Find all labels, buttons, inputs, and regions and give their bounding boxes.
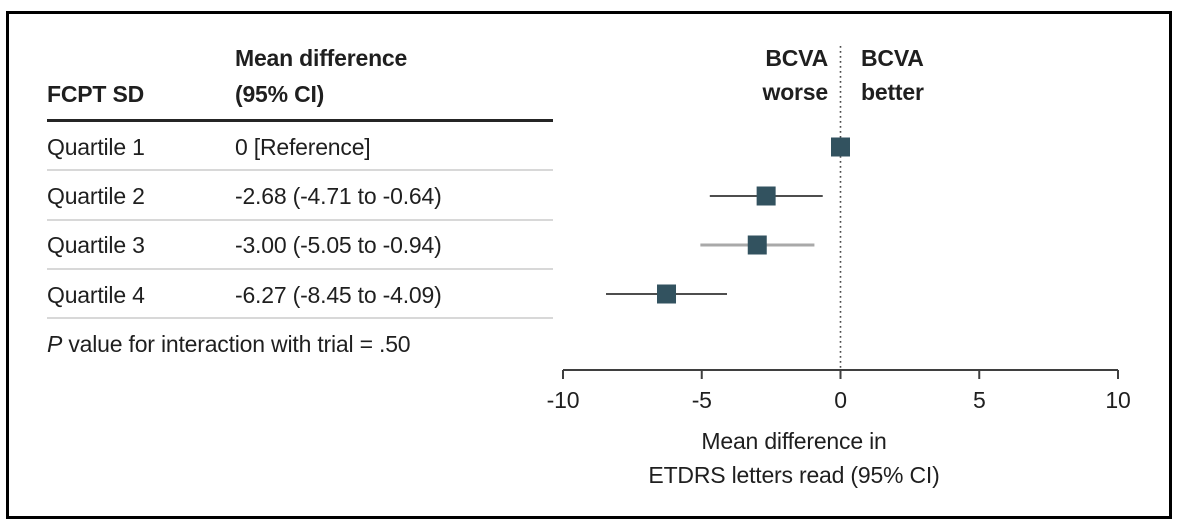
table-header-mean-difference: Mean difference xyxy=(235,45,408,71)
table-header-ci: (95% CI) xyxy=(235,81,325,107)
table-row-label-q1: Quartile 1 xyxy=(47,134,145,160)
table-header-rule xyxy=(47,119,553,122)
table-row-separator xyxy=(47,219,553,221)
table-row-value-q2: -2.68 (-4.71 to -0.64) xyxy=(235,183,442,209)
p-value-footnote-text: value for interaction with trial = .50 xyxy=(62,331,411,357)
table-row-label-q2: Quartile 2 xyxy=(47,183,145,209)
p-value-italic-p: P xyxy=(47,331,63,357)
table-row-separator xyxy=(47,169,553,171)
p-value-footnote: P value for interaction with trial = .50 xyxy=(47,331,411,357)
table-header-fcpt-sd: FCPT SD xyxy=(47,81,144,107)
table-row-value-q3: -3.00 (-5.05 to -0.94) xyxy=(235,232,442,258)
table-row-separator xyxy=(47,317,553,319)
table-row-label-q3: Quartile 3 xyxy=(47,232,145,258)
table-row-label-q4: Quartile 4 xyxy=(47,282,145,308)
table-row-value-q1: 0 [Reference] xyxy=(235,134,371,160)
table-row-separator xyxy=(47,268,553,270)
table-row-value-q4: -6.27 (-8.45 to -4.09) xyxy=(235,282,442,308)
figure-frame xyxy=(6,11,1172,519)
